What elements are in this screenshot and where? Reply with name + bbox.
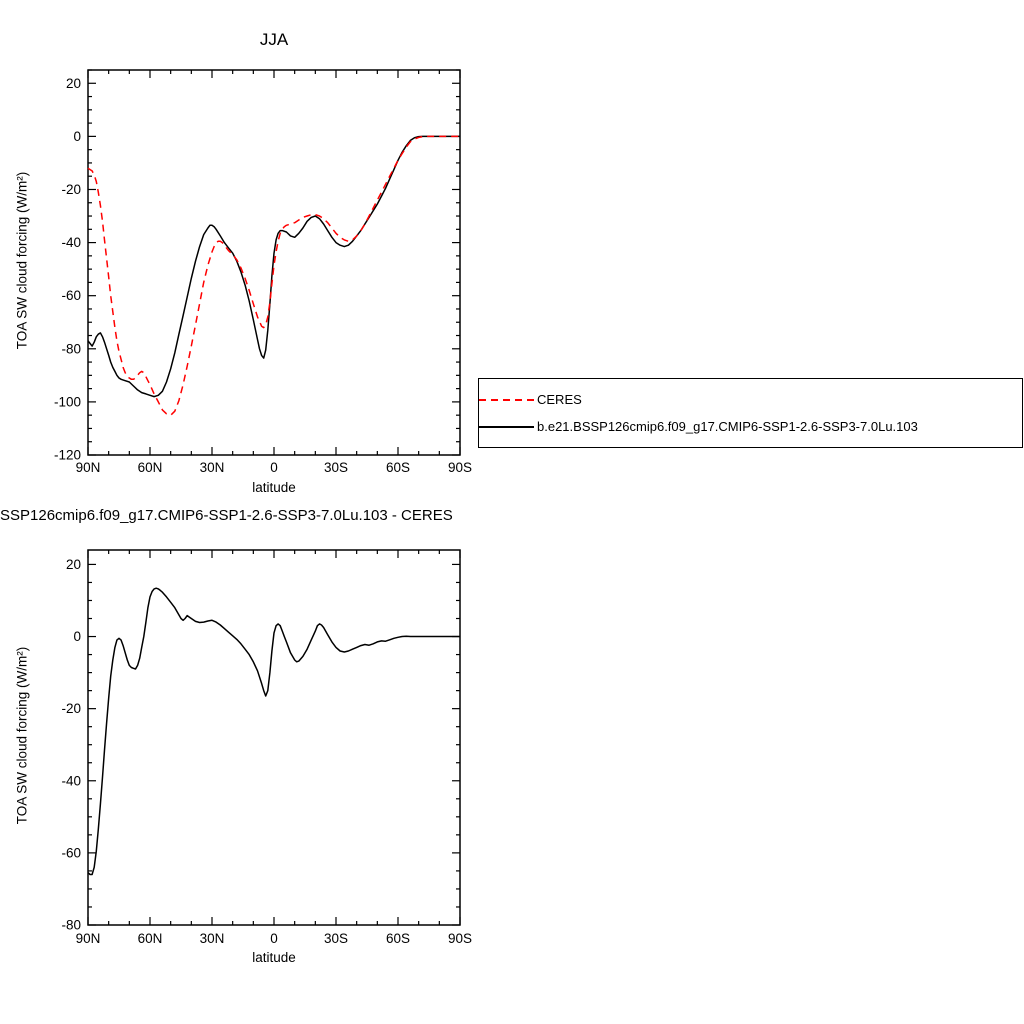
series-line-1 bbox=[87, 135, 460, 398]
x-tick-label: 60S bbox=[386, 931, 410, 946]
legend-line-sample-ceres-icon bbox=[479, 398, 534, 401]
x-tick-label: 60N bbox=[138, 460, 163, 475]
series-line-0 bbox=[87, 587, 460, 876]
y-tick-label: -20 bbox=[61, 182, 81, 197]
y-tick-label: -60 bbox=[61, 845, 81, 860]
plot-frame bbox=[87, 549, 461, 926]
y-axis-label-top: TOA SW cloud forcing (W/m²) bbox=[14, 171, 30, 350]
x-tick-label: 30S bbox=[324, 460, 348, 475]
y-tick-label: -100 bbox=[54, 394, 81, 409]
legend-label-model: b.e21.BSSP126cmip6.f09_g17.CMIP6-SSP1-2.… bbox=[537, 419, 918, 434]
x-tick-label: 30N bbox=[200, 931, 225, 946]
chart-jja: 90N 60N 30N 0 30S 60S 90S 20 0 -20 -40 -60 -80 -100 -1… bbox=[54, 69, 472, 475]
x-tick-label: 0 bbox=[270, 931, 278, 946]
y-tick-label: -80 bbox=[61, 918, 81, 933]
chart-title-jja: JJA bbox=[259, 30, 289, 49]
y-tick-label: -20 bbox=[61, 701, 81, 716]
x-tick-label: 60N bbox=[138, 931, 163, 946]
legend: CERES b.e21.BSSP126cmip6.f09_g17.CMIP6-S… bbox=[478, 378, 1023, 448]
legend-item-model: b.e21.BSSP126cmip6.f09_g17.CMIP6-SSP1-2.… bbox=[479, 420, 1022, 433]
x-tick-label: 90S bbox=[448, 931, 472, 946]
x-tick-label: 90S bbox=[448, 460, 472, 475]
x-tick-label: 30S bbox=[324, 931, 348, 946]
x-tick-label: 0 bbox=[270, 460, 278, 475]
x-tick-label: 30N bbox=[200, 460, 225, 475]
chart-title-diff: SSP126cmip6.f09_g17.CMIP6-SSP1-2.6-SSP3-… bbox=[0, 507, 453, 524]
legend-label-ceres: CERES bbox=[537, 392, 582, 407]
x-axis-label-top: latitude bbox=[252, 480, 296, 495]
y-tick-label: -80 bbox=[61, 341, 81, 356]
legend-line-sample-model-icon bbox=[479, 425, 534, 428]
y-tick-label: 0 bbox=[73, 629, 81, 644]
y-tick-label: 20 bbox=[66, 557, 81, 572]
series-line-0 bbox=[87, 135, 460, 416]
y-tick-label: -40 bbox=[61, 773, 81, 788]
legend-item-ceres: CERES bbox=[479, 393, 1022, 406]
y-tick-label: -120 bbox=[54, 448, 81, 463]
y-axis-label-bottom: TOA SW cloud forcing (W/m²) bbox=[14, 646, 30, 825]
chart-diff: 90N 60N 30N 0 30S 60S 90S 20 0 -20 -40 -60 -80 bbox=[61, 549, 472, 946]
x-axis-label-bottom: latitude bbox=[252, 950, 296, 965]
y-tick-label: -60 bbox=[61, 288, 81, 303]
x-tick-label: 90N bbox=[76, 460, 101, 475]
y-tick-label: -40 bbox=[61, 235, 81, 250]
x-tick-label: 60S bbox=[386, 460, 410, 475]
y-tick-label: 20 bbox=[66, 76, 81, 91]
x-tick-label: 90N bbox=[76, 931, 101, 946]
y-tick-label: 0 bbox=[73, 129, 81, 144]
